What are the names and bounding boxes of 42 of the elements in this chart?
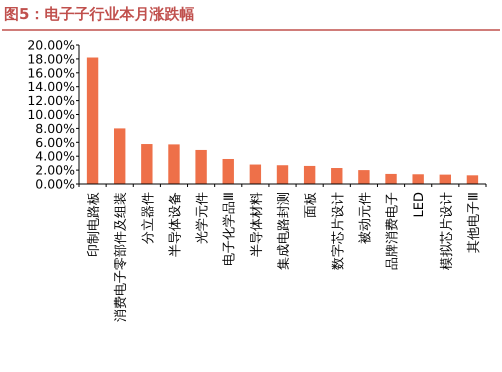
- x-tick-label: 集成电路封测: [276, 192, 292, 270]
- y-tick-label: 12.00%: [27, 93, 76, 108]
- bar: [440, 174, 451, 184]
- y-tick-label: 18.00%: [27, 51, 76, 66]
- x-tick-label: 电子化学品Ⅲ: [222, 192, 238, 266]
- x-tick-label: 其他电子Ⅲ: [466, 192, 482, 253]
- x-tick-label: 半导体设备: [168, 192, 183, 257]
- x-tick-label: 光学元件: [195, 192, 210, 244]
- bar: [86, 58, 98, 184]
- y-tick-label: 10.00%: [27, 107, 76, 122]
- bar: [304, 166, 316, 184]
- y-tick-label: 6.00%: [35, 134, 76, 150]
- x-tick-label: 印制电路板: [86, 192, 102, 257]
- bar: [141, 144, 153, 184]
- chart-title: 图5：电子子行业本月涨跌幅: [4, 5, 194, 23]
- x-tick-label: 面板: [304, 192, 319, 218]
- bar: [276, 165, 288, 184]
- bar: [168, 144, 180, 184]
- x-tick-label: 消费电子零部件及组装: [114, 192, 129, 322]
- y-tick-label: 2.00%: [35, 162, 76, 178]
- bar: [358, 170, 370, 184]
- x-tick-label: LED: [412, 192, 428, 218]
- y-tick-label: 8.00%: [35, 120, 76, 136]
- bar: [466, 175, 478, 184]
- x-tick-label: 数字芯片设计: [330, 192, 346, 270]
- bar: [412, 174, 424, 184]
- y-tick-label: 14.00%: [27, 79, 76, 94]
- bar: [195, 150, 207, 184]
- bar: [250, 164, 262, 184]
- bar: [114, 128, 126, 184]
- bar: [385, 174, 397, 184]
- y-tick-label: 16.00%: [27, 65, 76, 80]
- bar: [331, 168, 342, 184]
- x-tick-label: 分立器件: [140, 192, 156, 244]
- bar: [222, 158, 234, 184]
- x-tick-label: 半导体材料: [249, 192, 264, 257]
- y-tick-label: 4.00%: [35, 148, 76, 164]
- y-tick-label: 0.00%: [35, 176, 76, 192]
- x-tick-label: 品牌消费电子: [385, 192, 400, 270]
- y-tick-label: 20.00%: [27, 38, 76, 52]
- x-tick-label: 被动元件: [358, 192, 373, 244]
- x-tick-label: 模拟芯片设计: [439, 192, 454, 270]
